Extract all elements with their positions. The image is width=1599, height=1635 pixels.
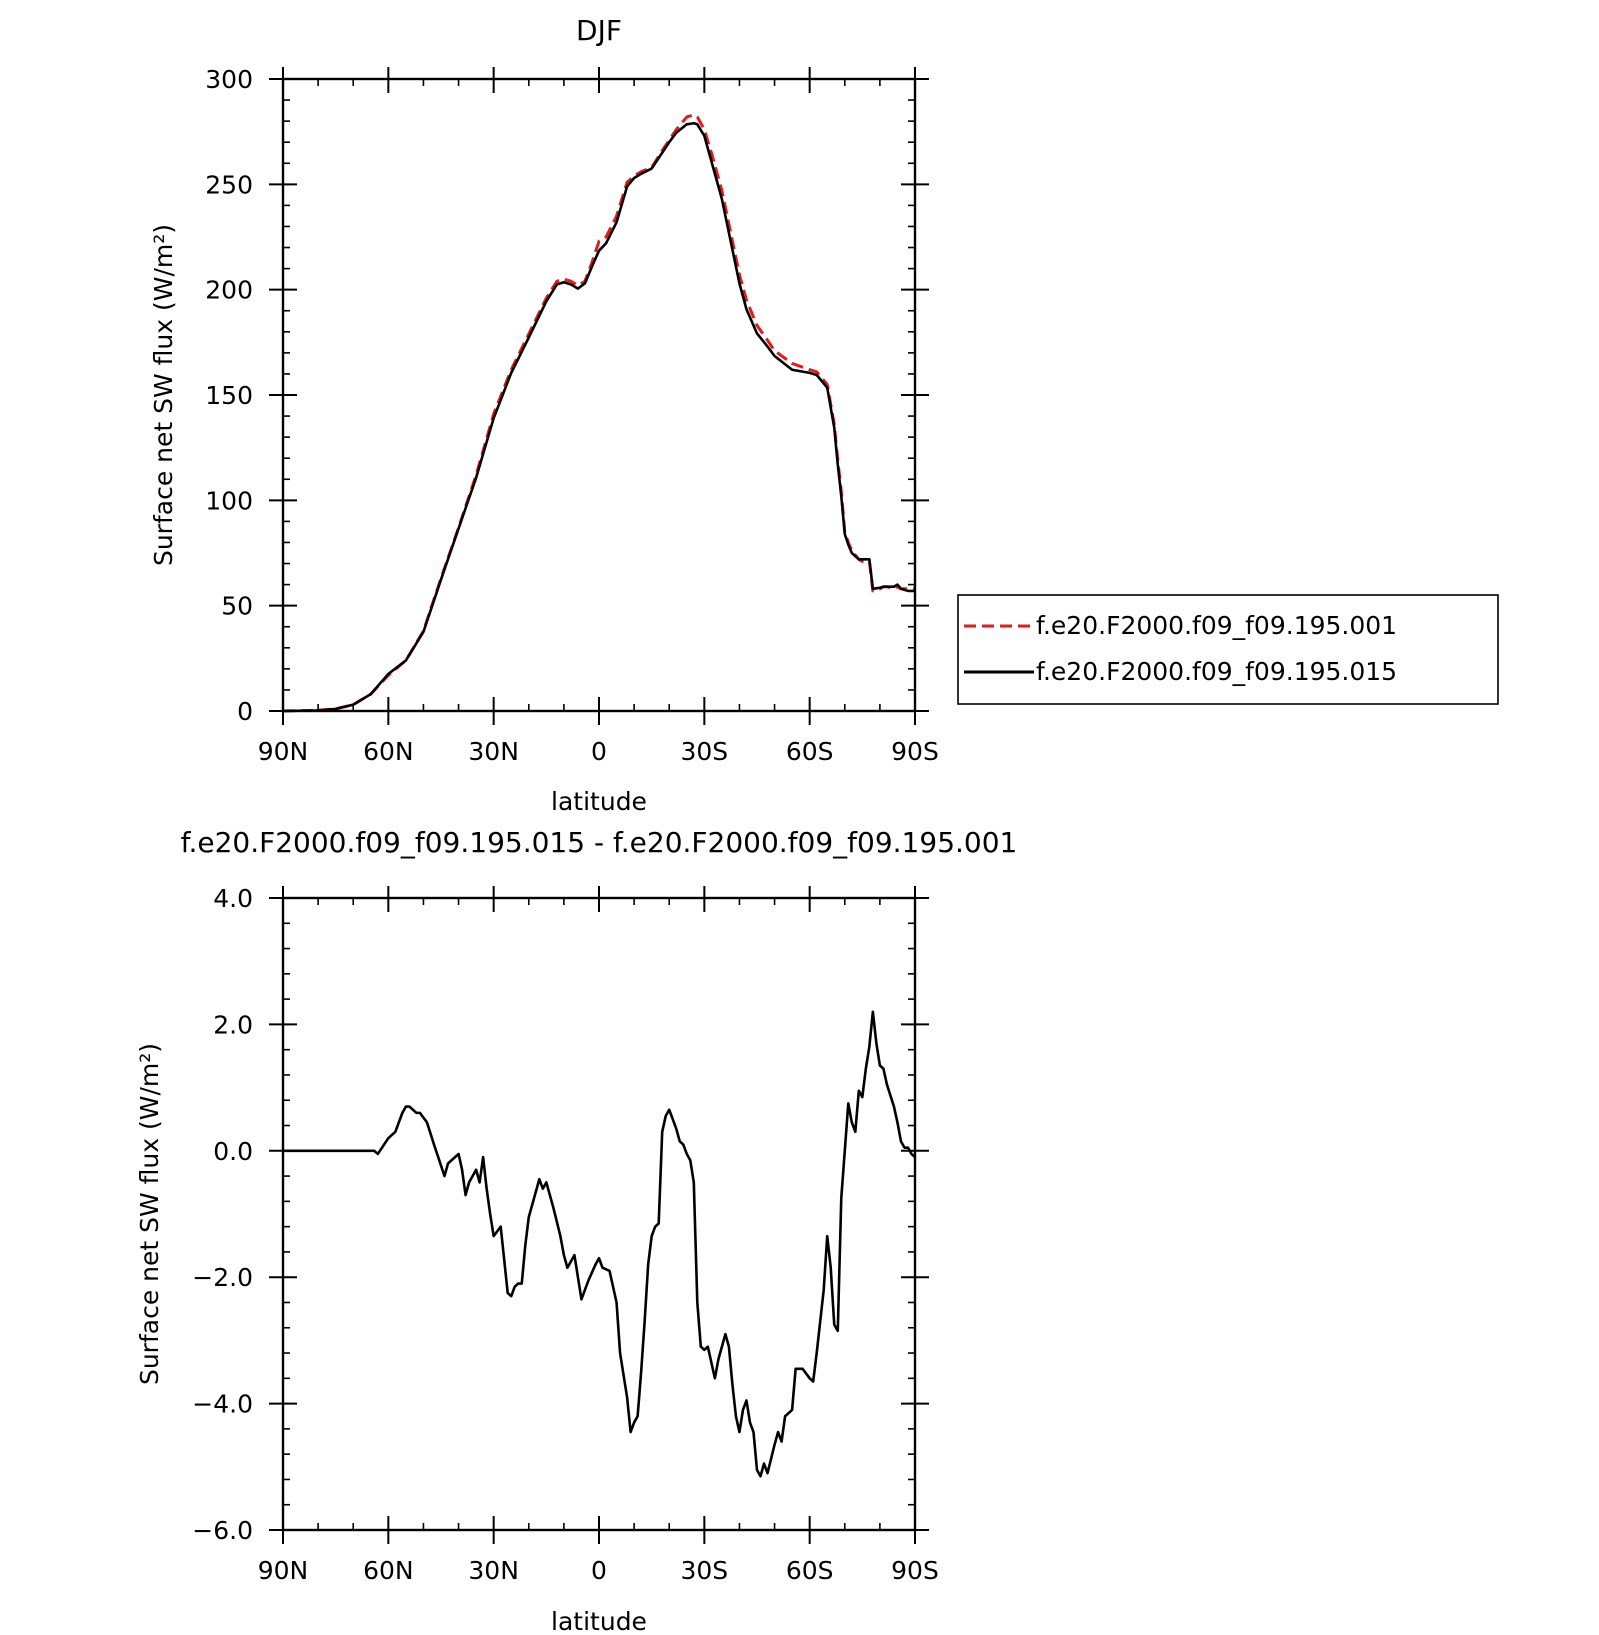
top-panel-frame xyxy=(281,77,917,713)
legend-label-001: f.e20.F2000.f09_f09.195.001 xyxy=(1036,611,1397,640)
legend: f.e20.F2000.f09_f09.195.001 f.e20.F2000.… xyxy=(957,594,1499,705)
top-panel-y-tick-label: 300 xyxy=(205,65,253,94)
bottom-panel-series-line-0 xyxy=(283,1010,916,1478)
bottom-panel-y-tick-label: 4.0 xyxy=(213,884,253,913)
bottom-panel-x-tick-label: 60S xyxy=(786,1556,834,1585)
top-panel-series-line-1 xyxy=(282,121,915,713)
top-panel-x-tick-label: 60N xyxy=(363,737,414,766)
top-panel-y-tick-label: 0 xyxy=(237,697,253,726)
top-panel-y-tick-label: 150 xyxy=(205,381,253,410)
bottom-panel-y-tick-label: 0.0 xyxy=(213,1137,253,1166)
top-panel-ticks: 90N 60N 30N 0 30S 60S 90S 0 50 100 150 200 250 300 xyxy=(205,65,939,766)
legend-label-015: f.e20.F2000.f09_f09.195.015 xyxy=(1036,657,1397,686)
top-panel-x-axis-label: latitude xyxy=(551,787,647,816)
top-panel-y-tick-label: 250 xyxy=(205,170,253,199)
bottom-panel-x-tick-label: 90N xyxy=(258,1556,309,1585)
bottom-panel-ticks: 90N 60N 30N 0 30S 60S 90S −6.0 −4.0 −2.0 0.0 2.0 4.0 xyxy=(192,884,939,1585)
bottom-panel: f.e20.F2000.f09_f09.195.015 - f.e20.F200… xyxy=(135,826,1017,1635)
bottom-panel-frame xyxy=(281,896,917,1532)
bottom-panel-x-tick-label: 90S xyxy=(891,1556,939,1585)
bottom-panel-x-tick-label: 60N xyxy=(363,1556,414,1585)
bottom-panel-x-tick-label: 30N xyxy=(468,1556,519,1585)
bottom-panel-y-tick-label: −4.0 xyxy=(192,1390,253,1419)
top-panel-x-tick-label: 60S xyxy=(786,737,834,766)
top-panel-y-tick-label: 50 xyxy=(221,592,253,621)
top-panel-x-tick-label: 30S xyxy=(680,737,728,766)
bottom-panel-y-axis-label: Surface net SW flux (W/m²) xyxy=(135,1043,164,1385)
bottom-panel-plot-area xyxy=(283,1010,916,1478)
bottom-panel-y-tick-label: 2.0 xyxy=(213,1010,253,1039)
top-panel: DJF 90N 60N 30N 0 30S 60S 90S 0 50 100 150 200 250 30… xyxy=(149,14,1499,816)
bottom-panel-x-tick-label: 30S xyxy=(680,1556,728,1585)
top-panel-x-tick-label: 90S xyxy=(891,737,939,766)
bottom-panel-title: f.e20.F2000.f09_f09.195.015 - f.e20.F200… xyxy=(181,826,1018,859)
bottom-panel-y-tick-label: −6.0 xyxy=(192,1516,253,1545)
top-panel-x-tick-label: 30N xyxy=(468,737,519,766)
top-panel-x-tick-label: 90N xyxy=(258,737,309,766)
bottom-panel-y-tick-label: −2.0 xyxy=(192,1263,253,1292)
top-panel-x-tick-label: 0 xyxy=(591,737,607,766)
legend-box xyxy=(957,594,1499,705)
top-panel-y-axis-label: Surface net SW flux (W/m²) xyxy=(149,224,178,566)
bottom-panel-x-axis-label: latitude xyxy=(551,1607,647,1635)
top-panel-y-tick-label: 200 xyxy=(205,276,253,305)
bottom-panel-x-tick-label: 0 xyxy=(591,1556,607,1585)
top-panel-title: DJF xyxy=(576,14,622,47)
top-panel-plot-area xyxy=(282,113,915,713)
top-panel-series-line-0 xyxy=(282,113,915,713)
top-panel-y-tick-label: 100 xyxy=(205,486,253,515)
